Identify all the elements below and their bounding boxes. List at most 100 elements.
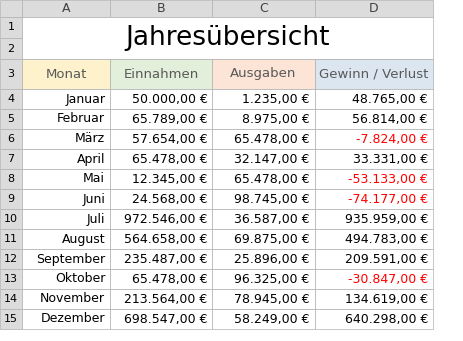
Bar (0, 209, 22, 229)
Bar (110, 109, 212, 129)
Bar (110, 309, 212, 329)
Bar (0, 189, 22, 209)
Text: 65.478,00 €: 65.478,00 € (131, 272, 207, 285)
Text: -53.133,00 €: -53.133,00 € (347, 173, 427, 186)
Text: 1.235,00 €: 1.235,00 € (242, 92, 309, 105)
Bar (110, 269, 212, 289)
Text: 78.945,00 €: 78.945,00 € (233, 293, 309, 306)
Text: Gewinn / Verlust: Gewinn / Verlust (319, 68, 427, 80)
Bar (314, 249, 432, 269)
Bar (110, 229, 212, 249)
Text: Juni: Juni (82, 193, 105, 206)
Text: 494.783,00 €: 494.783,00 € (344, 233, 427, 246)
Bar (212, 189, 314, 209)
Bar (0, 109, 22, 129)
Bar (22, 269, 110, 289)
Text: 12: 12 (4, 254, 18, 264)
Text: 12.345,00 €: 12.345,00 € (132, 173, 207, 186)
Text: Monat: Monat (45, 68, 87, 80)
Bar (110, 249, 212, 269)
Text: Februar: Februar (57, 113, 105, 125)
Text: A: A (62, 2, 70, 15)
Bar (0, 309, 22, 329)
Text: 4: 4 (7, 94, 14, 104)
Text: April: April (76, 152, 105, 165)
Bar (0, 269, 22, 289)
Bar (22, 229, 110, 249)
Bar (22, 189, 110, 209)
Text: 15: 15 (4, 314, 18, 324)
Text: B: B (156, 2, 165, 15)
Text: 65.478,00 €: 65.478,00 € (233, 173, 309, 186)
Text: -74.177,00 €: -74.177,00 € (347, 193, 427, 206)
Bar (212, 129, 314, 149)
Text: 3: 3 (7, 69, 14, 79)
Text: 32.147,00 €: 32.147,00 € (234, 152, 309, 165)
Bar (314, 209, 432, 229)
Text: 65.478,00 €: 65.478,00 € (131, 152, 207, 165)
Text: 96.325,00 €: 96.325,00 € (234, 272, 309, 285)
Text: 11: 11 (4, 234, 18, 244)
Bar (0, 149, 22, 169)
Bar (22, 209, 110, 229)
Bar (212, 149, 314, 169)
Bar (0, 38, 22, 59)
Text: 69.875,00 €: 69.875,00 € (233, 233, 309, 246)
Text: 5: 5 (7, 114, 14, 124)
Text: 57.654,00 €: 57.654,00 € (131, 133, 207, 146)
Text: August: August (62, 233, 105, 246)
Bar (212, 89, 314, 109)
Text: 972.546,00 €: 972.546,00 € (124, 212, 207, 225)
Text: 698.547,00 €: 698.547,00 € (124, 312, 207, 326)
Bar (0, 0, 22, 17)
Bar (110, 289, 212, 309)
Bar (110, 189, 212, 209)
Bar (0, 59, 22, 89)
Text: C: C (259, 2, 267, 15)
Bar (212, 209, 314, 229)
Bar (314, 309, 432, 329)
Text: 209.591,00 €: 209.591,00 € (344, 252, 427, 266)
Bar (22, 309, 110, 329)
Bar (0, 289, 22, 309)
Bar (314, 0, 432, 17)
Bar (0, 229, 22, 249)
Bar (212, 59, 314, 89)
Bar (0, 249, 22, 269)
Text: 56.814,00 €: 56.814,00 € (352, 113, 427, 125)
Bar (22, 129, 110, 149)
Bar (314, 289, 432, 309)
Bar (314, 129, 432, 149)
Text: 1: 1 (7, 23, 14, 32)
Bar (22, 249, 110, 269)
Text: Einnahmen: Einnahmen (124, 68, 199, 80)
Bar (314, 169, 432, 189)
Bar (110, 149, 212, 169)
Text: 25.896,00 €: 25.896,00 € (234, 252, 309, 266)
Text: 6: 6 (7, 134, 14, 144)
Text: Ausgaben: Ausgaben (230, 68, 296, 80)
Bar (22, 289, 110, 309)
Bar (22, 149, 110, 169)
Text: 65.789,00 €: 65.789,00 € (131, 113, 207, 125)
Bar (212, 109, 314, 129)
Bar (110, 0, 212, 17)
Bar (22, 89, 110, 109)
Text: 13: 13 (4, 274, 18, 284)
Text: Jahresübersicht: Jahresübersicht (125, 25, 329, 51)
Bar (110, 169, 212, 189)
Bar (22, 0, 110, 17)
Text: 36.587,00 €: 36.587,00 € (233, 212, 309, 225)
Text: 48.765,00 €: 48.765,00 € (351, 92, 427, 105)
Bar (314, 229, 432, 249)
Text: 235.487,00 €: 235.487,00 € (124, 252, 207, 266)
Text: November: November (40, 293, 105, 306)
Bar (212, 269, 314, 289)
Bar (22, 17, 432, 59)
Text: 8.975,00 €: 8.975,00 € (241, 113, 309, 125)
Text: 2: 2 (7, 44, 14, 54)
Bar (314, 89, 432, 109)
Bar (314, 149, 432, 169)
Bar (110, 89, 212, 109)
Bar (212, 289, 314, 309)
